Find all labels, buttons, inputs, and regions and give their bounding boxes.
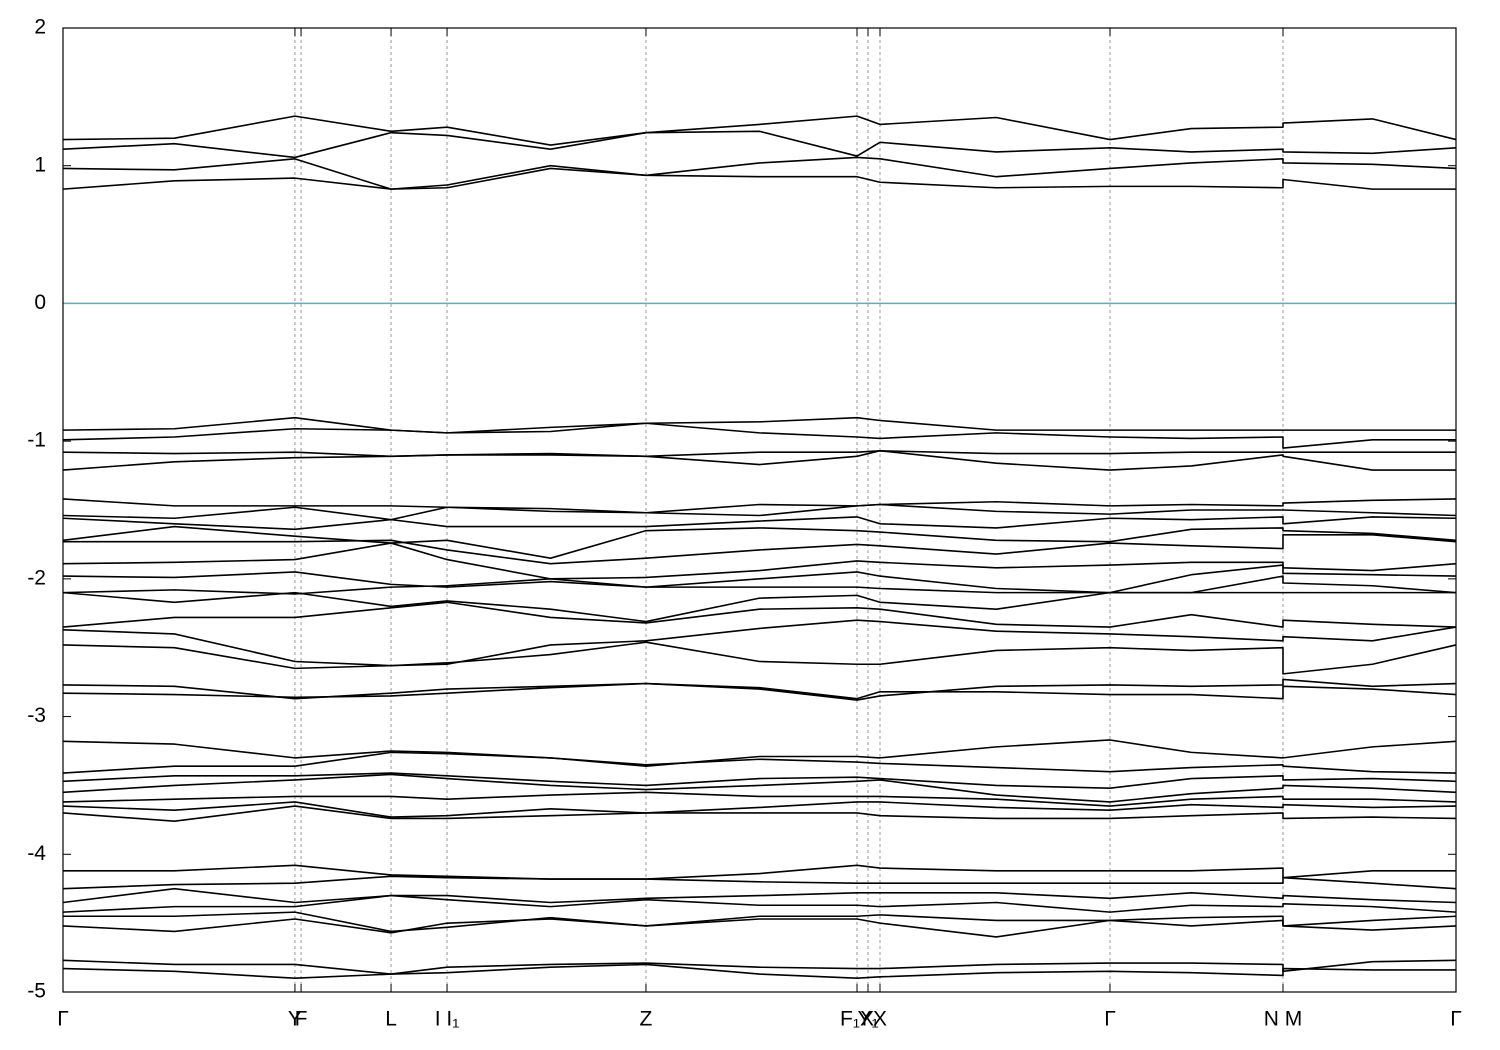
x-tick-label: Z: [640, 1008, 653, 1031]
band-line: [62, 591, 1456, 623]
x-tick-label: F₁X: [840, 1008, 874, 1031]
band-line: [62, 542, 1457, 580]
y-tick-label: 0: [34, 291, 46, 314]
x-tick-label: Γ: [57, 1008, 69, 1031]
band-line: [62, 739, 1457, 767]
band-line: [62, 516, 1457, 531]
band-line: [62, 805, 1457, 823]
x-tick-label: Y₁: [857, 1008, 878, 1031]
band-line: [62, 449, 1456, 458]
band-line: [62, 575, 1457, 595]
x-tick-label: Γ: [1450, 1008, 1462, 1031]
band-line: [62, 115, 1457, 146]
band-line: [62, 773, 1457, 803]
band-line: [62, 641, 1457, 675]
x-tick-label: N M: [1264, 1008, 1303, 1031]
band-line: [62, 772, 1457, 789]
band-line: [62, 791, 1457, 807]
y-tick-label: 1: [34, 153, 46, 176]
band-line: [62, 416, 1456, 434]
band-line: [62, 875, 1457, 890]
y-tick-label: 2: [34, 16, 46, 39]
x-tick-label: Γ: [1104, 1008, 1116, 1031]
band-line: [62, 682, 1457, 700]
band-line: [62, 564, 1457, 594]
band-line: [62, 503, 1457, 521]
band-line: [62, 894, 1457, 913]
band-line: [62, 963, 1456, 980]
band-line: [62, 959, 1457, 975]
x-tick-label: Y: [288, 1008, 302, 1031]
plot-frame: [62, 27, 1457, 993]
x-tick-label: X: [873, 1008, 887, 1031]
band-line: [62, 751, 1457, 774]
band-line: [62, 887, 1457, 904]
band-line: [62, 449, 1456, 471]
y-tick-label: -3: [27, 704, 46, 727]
band-line: [62, 156, 1457, 190]
x-tick-label: F: [295, 1008, 308, 1031]
band-line: [63, 911, 1457, 933]
band-line: [62, 167, 1456, 190]
band-line: [62, 422, 1456, 449]
x-tick-label: L: [385, 1008, 397, 1031]
band-line: [63, 533, 1457, 565]
y-tick-label: -4: [27, 842, 46, 865]
y-tick-label: -2: [27, 566, 46, 589]
band-line: [62, 601, 1457, 628]
band-line: [63, 864, 1456, 880]
band-line: [62, 918, 1457, 938]
band-line: [62, 619, 1457, 667]
band-line: [62, 678, 1457, 701]
y-tick-label: -5: [27, 980, 46, 1003]
band-line: [62, 130, 1457, 159]
band-line: [62, 801, 1457, 818]
x-tick-label: I I₁: [435, 1008, 460, 1031]
y-tick-label: -1: [27, 429, 46, 452]
